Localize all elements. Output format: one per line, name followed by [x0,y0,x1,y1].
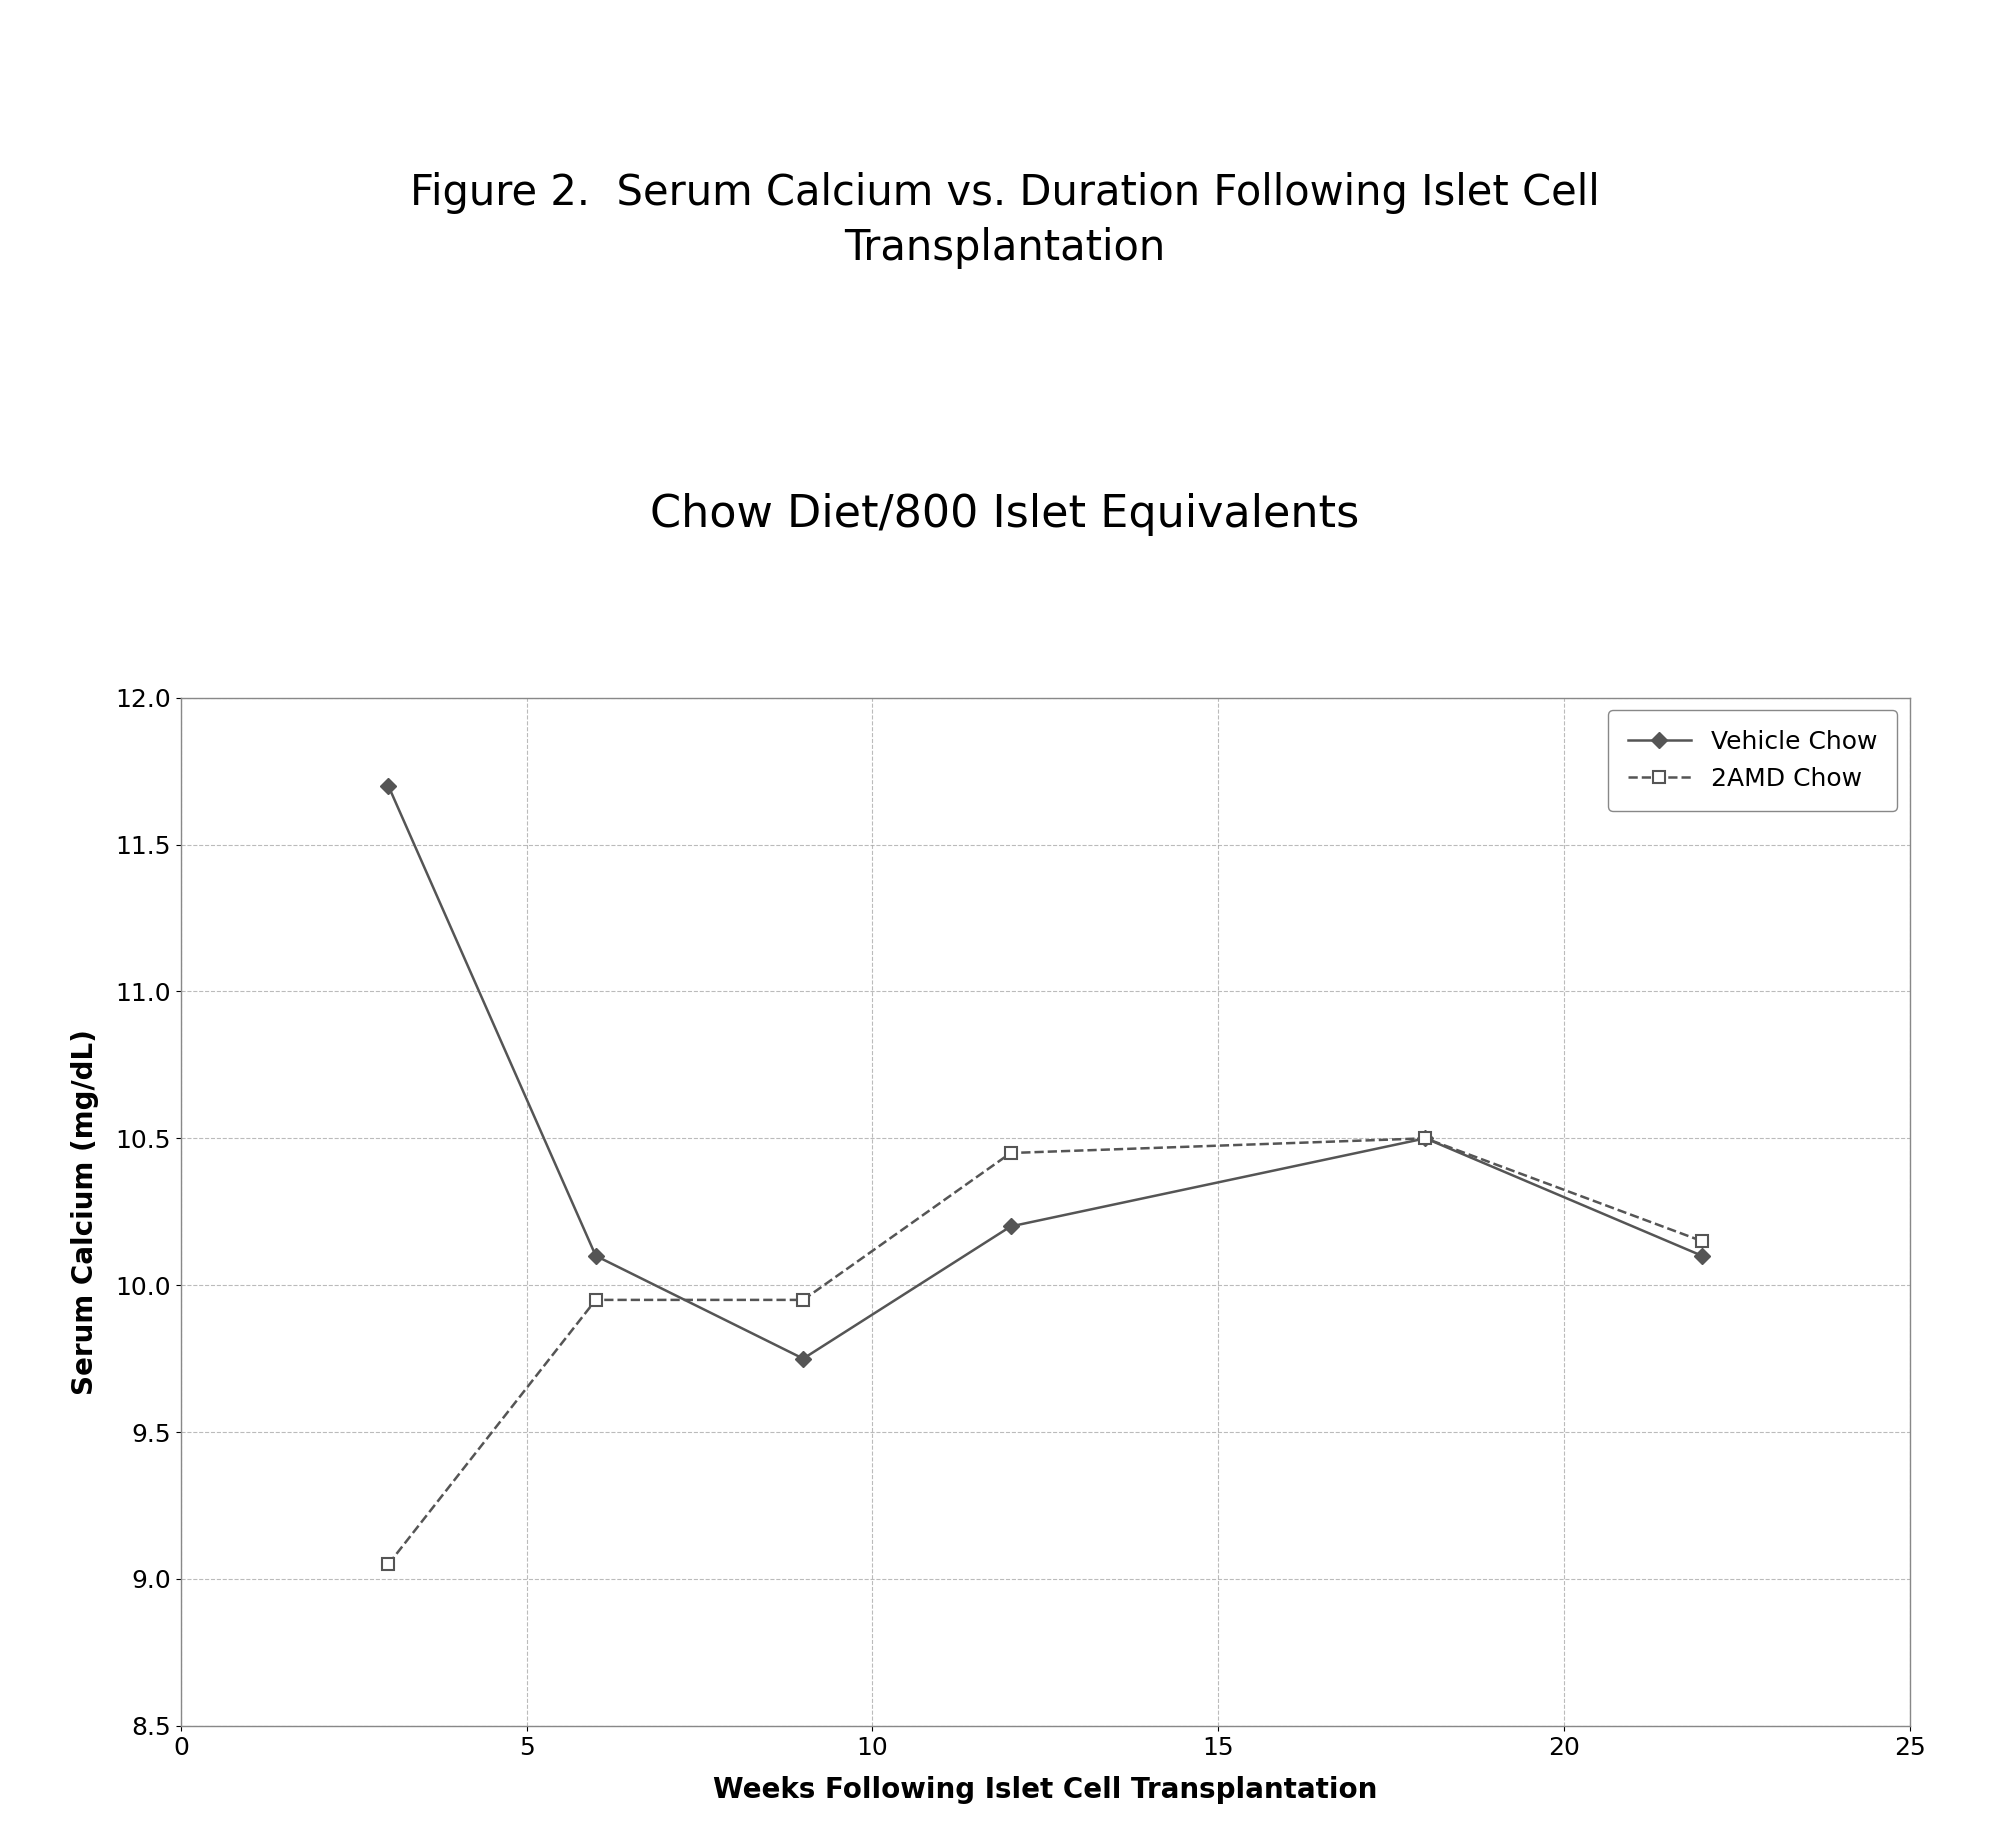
Vehicle Chow [1413,1127,1437,1149]
X-axis label: Weeks Following Islet Cell Transplantation: Weeks Following Islet Cell Transplantati… [714,1775,1377,1805]
2AMD Chow [1413,1127,1437,1149]
2AMD Chow [376,1553,400,1575]
Line: 2AMD Chow: 2AMD Chow [382,1133,1708,1570]
Vehicle Chow [1690,1245,1715,1267]
2AMD Chow [1690,1230,1715,1252]
Text: Chow Diet/800 Islet Equivalents: Chow Diet/800 Islet Equivalents [651,492,1359,536]
Vehicle Chow [999,1215,1023,1237]
2AMD Chow [999,1142,1023,1164]
Vehicle Chow [376,775,400,797]
Y-axis label: Serum Calcium (mg/dL): Serum Calcium (mg/dL) [70,1028,98,1395]
Legend: Vehicle Chow, 2AMD Chow: Vehicle Chow, 2AMD Chow [1608,711,1897,812]
Line: Vehicle Chow: Vehicle Chow [382,780,1708,1364]
Vehicle Chow [792,1348,816,1370]
Vehicle Chow [583,1245,607,1267]
Text: Figure 2.  Serum Calcium vs. Duration Following Islet Cell
Transplantation: Figure 2. Serum Calcium vs. Duration Fol… [410,173,1600,268]
2AMD Chow [792,1289,816,1311]
2AMD Chow [583,1289,607,1311]
